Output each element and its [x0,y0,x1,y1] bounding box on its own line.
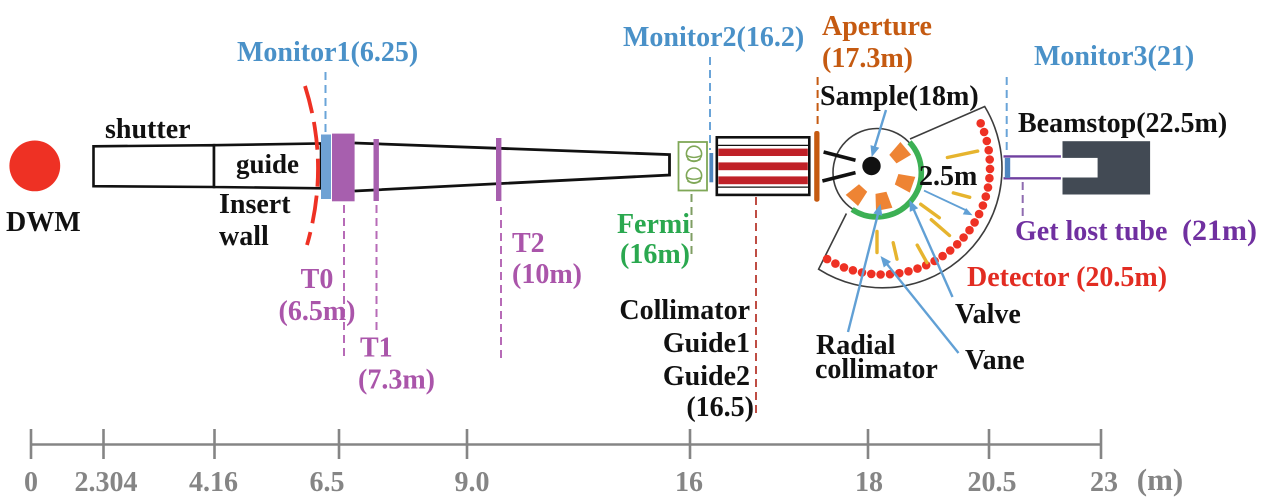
svg-text:Beamstop(22.5m): Beamstop(22.5m) [1018,108,1227,139]
svg-text:2.5m: 2.5m [919,161,977,192]
svg-text:9.0: 9.0 [455,467,490,498]
svg-text:(16m): (16m) [620,239,690,270]
svg-text:T0: T0 [301,264,334,295]
svg-text:Guide1: Guide1 [663,328,750,359]
svg-text:Fermi: Fermi [617,209,690,240]
svg-text:T1: T1 [360,333,393,364]
svg-text:Valve: Valve [955,299,1021,330]
svg-text:18: 18 [855,467,883,498]
svg-text:(21m): (21m) [1182,214,1257,247]
svg-text:(6.5m): (6.5m) [279,296,356,327]
svg-text:Monitor1(6.25): Monitor1(6.25) [237,37,418,68]
svg-text:(7.3m): (7.3m) [358,365,435,396]
svg-text:23: 23 [1090,467,1118,498]
svg-text:Aperture: Aperture [822,11,932,42]
svg-text:4.16: 4.16 [189,467,238,498]
svg-text:Collimator: Collimator [619,295,750,326]
svg-text:DWM: DWM [6,207,81,238]
svg-text:Guide2: Guide2 [663,361,750,392]
svg-text:Get lost tube: Get lost tube [1015,216,1167,247]
svg-text:guide: guide [236,149,299,179]
svg-text:wall: wall [219,221,269,252]
svg-text:collimator: collimator [815,354,938,385]
svg-text:16: 16 [675,467,703,498]
svg-text:0: 0 [24,467,38,498]
svg-text:(m): (m) [1137,462,1183,497]
svg-text:shutter: shutter [105,114,191,145]
svg-text:6.5: 6.5 [310,467,345,498]
svg-text:Monitor3(21): Monitor3(21) [1034,41,1194,72]
svg-text:Insert: Insert [219,189,291,220]
svg-text:T2: T2 [512,228,545,259]
svg-text:(17.3m): (17.3m) [822,43,913,74]
svg-text:(16.5): (16.5) [686,392,754,423]
svg-text:Detector (20.5m): Detector (20.5m) [967,262,1167,293]
svg-text:2.304: 2.304 [75,467,138,498]
svg-text:20.5: 20.5 [968,467,1017,498]
svg-text:(10m): (10m) [512,259,582,290]
svg-text:Radial: Radial [816,330,896,361]
svg-text:Sample(18m): Sample(18m) [820,81,979,112]
svg-text:Vane: Vane [965,345,1025,376]
svg-text:Monitor2(16.2): Monitor2(16.2) [623,22,804,53]
